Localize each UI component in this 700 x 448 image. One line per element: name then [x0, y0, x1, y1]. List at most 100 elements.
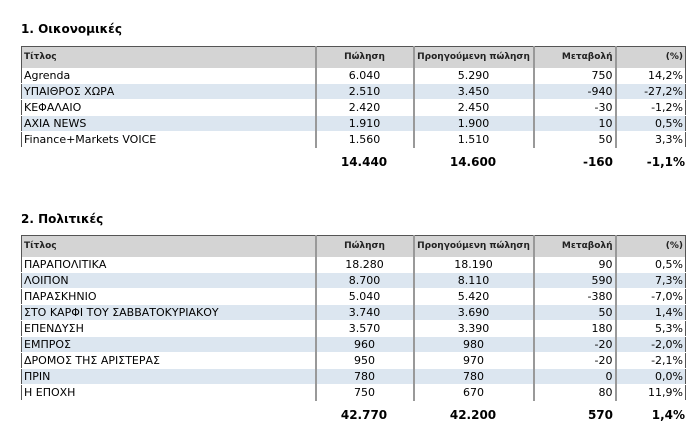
table-cell: 1.510 [412, 131, 534, 148]
table-row: ΠΑΡΑΠΟΛΙΤΙΚΑ 18.280 18.190 90 0,5% [21, 257, 686, 273]
column-header-sales: Πώληση [314, 235, 414, 257]
table-cell: 11,9% [614, 384, 686, 401]
total-value: 14.440 [340, 155, 388, 169]
table-cell: 0 [532, 368, 616, 385]
table-cell: 80 [532, 384, 616, 401]
table-cell: 8.110 [412, 272, 534, 289]
table-cell: 590 [532, 272, 616, 289]
table-cell: ΠΑΡΑΠΟΛΙΤΙΚΑ [21, 257, 316, 273]
table-cell: 3,3% [614, 131, 686, 148]
table-cell: Finance+Markets VOICE [21, 131, 316, 148]
table-cell: 18.280 [314, 257, 414, 273]
table-cell: 780 [412, 368, 534, 385]
column-header-prev: Προηγούμενη πώληση [412, 235, 534, 257]
table-cell: 2.450 [412, 99, 534, 116]
table-cell: 0,0% [614, 368, 686, 385]
table-cell: 780 [314, 368, 414, 385]
table-cell: 5.420 [412, 288, 534, 305]
table-cell: -7,0% [614, 288, 686, 305]
table-cell: 8.700 [314, 272, 414, 289]
header-row: Τίτλος Πώληση Προηγούμενη πώληση Μεταβολή (%… [21, 235, 686, 257]
table-cell: -2,1% [614, 352, 686, 369]
table-row: ΠΑΡΑΣΚΗΝΙΟ 5.040 5.420 -380 -7,0% [21, 288, 686, 305]
table-cell: ΕΠΕΝΔΥΣΗ [21, 320, 316, 337]
table-cell: 750 [532, 68, 616, 84]
table-cell: 2.420 [314, 99, 414, 116]
table-cell: AXIA NEWS [21, 115, 316, 132]
table-cell: 5.290 [412, 68, 534, 84]
section-heading: 2. Πολιτικές [21, 212, 104, 226]
table-cell: ΥΠΑΙΘΡΟΣ ΧΩΡΑ [21, 83, 316, 100]
table-cell: -1,2% [614, 99, 686, 116]
column-header-title: Τίτλος [21, 235, 316, 257]
table-cell: -2,0% [614, 336, 686, 353]
table-cell: 18.190 [412, 257, 534, 273]
total-value: -1,1% [646, 155, 685, 169]
table-cell: Agrenda [21, 68, 316, 84]
table-cell: -940 [532, 83, 616, 100]
table-cell: 1.560 [314, 131, 414, 148]
total-value: 14.600 [449, 155, 497, 169]
table-row: Η ΕΠΟΧΗ 750 670 80 11,9% [21, 384, 686, 401]
table-row: ΚΕΦΑΛΑΙΟ 2.420 2.450 -30 -1,2% [21, 99, 686, 116]
table-row: AXIA NEWS 1.910 1.900 10 0,5% [21, 115, 686, 132]
table-cell: 3.690 [412, 304, 534, 321]
table-cell: 980 [412, 336, 534, 353]
section-heading: 1. Οικονομικές [21, 22, 122, 36]
table-cell: 3.450 [412, 83, 534, 100]
table-cell: -30 [532, 99, 616, 116]
table-cell: 2.510 [314, 83, 414, 100]
column-header-title: Τίτλος [21, 46, 316, 68]
table-cell: ΕΜΠΡΟΣ [21, 336, 316, 353]
table-row: ΠΡΙΝ 780 780 0 0,0% [21, 368, 686, 385]
table-row: ΕΠΕΝΔΥΣΗ 3.570 3.390 180 5,3% [21, 320, 686, 337]
table-cell: 180 [532, 320, 616, 337]
column-header-change: Μεταβολή [532, 46, 616, 68]
column-header-prev: Προηγούμενη πώληση [412, 46, 534, 68]
table-cell: 960 [314, 336, 414, 353]
table-cell: 950 [314, 352, 414, 369]
total-value: 570 [587, 408, 613, 422]
table-cell: 50 [532, 304, 616, 321]
table-cell: -20 [532, 336, 616, 353]
table-cell: 1.900 [412, 115, 534, 132]
table-cell: 970 [412, 352, 534, 369]
table-cell: ΔΡΟΜΟΣ ΤΗΣ ΑΡΙΣΤΕΡΑΣ [21, 352, 316, 369]
table-cell: 750 [314, 384, 414, 401]
table-cell: ΚΕΦΑΛΑΙΟ [21, 99, 316, 116]
table-cell: 0,5% [614, 257, 686, 273]
table-row: ΔΡΟΜΟΣ ΤΗΣ ΑΡΙΣΤΕΡΑΣ 950 970 -20 -2,1% [21, 352, 686, 369]
column-header-change: Μεταβολή [532, 235, 616, 257]
table-cell: 1.910 [314, 115, 414, 132]
header-row: Τίτλος Πώληση Προηγούμενη πώληση Μεταβολή (%… [21, 46, 686, 68]
total-value: 42.770 [340, 408, 388, 422]
sales-table: Τίτλος Πώληση Προηγούμενη πώληση Μεταβολή (%… [21, 235, 686, 401]
table-row: ΕΜΠΡΟΣ 960 980 -20 -2,0% [21, 336, 686, 353]
table-cell: -27,2% [614, 83, 686, 100]
table-row: ΥΠΑΙΘΡΟΣ ΧΩΡΑ 2.510 3.450 -940 -27,2% [21, 83, 686, 100]
sales-table: Τίτλος Πώληση Προηγούμενη πώληση Μεταβολή (%… [21, 46, 686, 148]
table-cell: -380 [532, 288, 616, 305]
table-cell: 0,5% [614, 115, 686, 132]
table-cell: ΠΑΡΑΣΚΗΝΙΟ [21, 288, 316, 305]
table-cell: 3.570 [314, 320, 414, 337]
table-cell: -20 [532, 352, 616, 369]
table-row: ΛΟΙΠΟΝ 8.700 8.110 590 7,3% [21, 272, 686, 289]
column-header-sales: Πώληση [314, 46, 414, 68]
table-cell: 5,3% [614, 320, 686, 337]
table-cell: ΣΤΟ ΚΑΡΦΙ ΤΟΥ ΣΑΒΒΑΤΟΚΥΡΙΑΚΟΥ [21, 304, 316, 321]
table-cell: 90 [532, 257, 616, 273]
total-value: 1,4% [651, 408, 685, 422]
table-cell: Η ΕΠΟΧΗ [21, 384, 316, 401]
table-cell: 670 [412, 384, 534, 401]
table-cell: 6.040 [314, 68, 414, 84]
table-cell: 3.740 [314, 304, 414, 321]
table-cell: ΠΡΙΝ [21, 368, 316, 385]
table-cell: ΛΟΙΠΟΝ [21, 272, 316, 289]
total-value: 42.200 [449, 408, 497, 422]
column-header-pct: (%) [614, 235, 686, 257]
table-cell: 10 [532, 115, 616, 132]
table-row: Finance+Markets VOICE 1.560 1.510 50 3,3% [21, 131, 686, 148]
table-cell: 1,4% [614, 304, 686, 321]
table-cell: 14,2% [614, 68, 686, 84]
